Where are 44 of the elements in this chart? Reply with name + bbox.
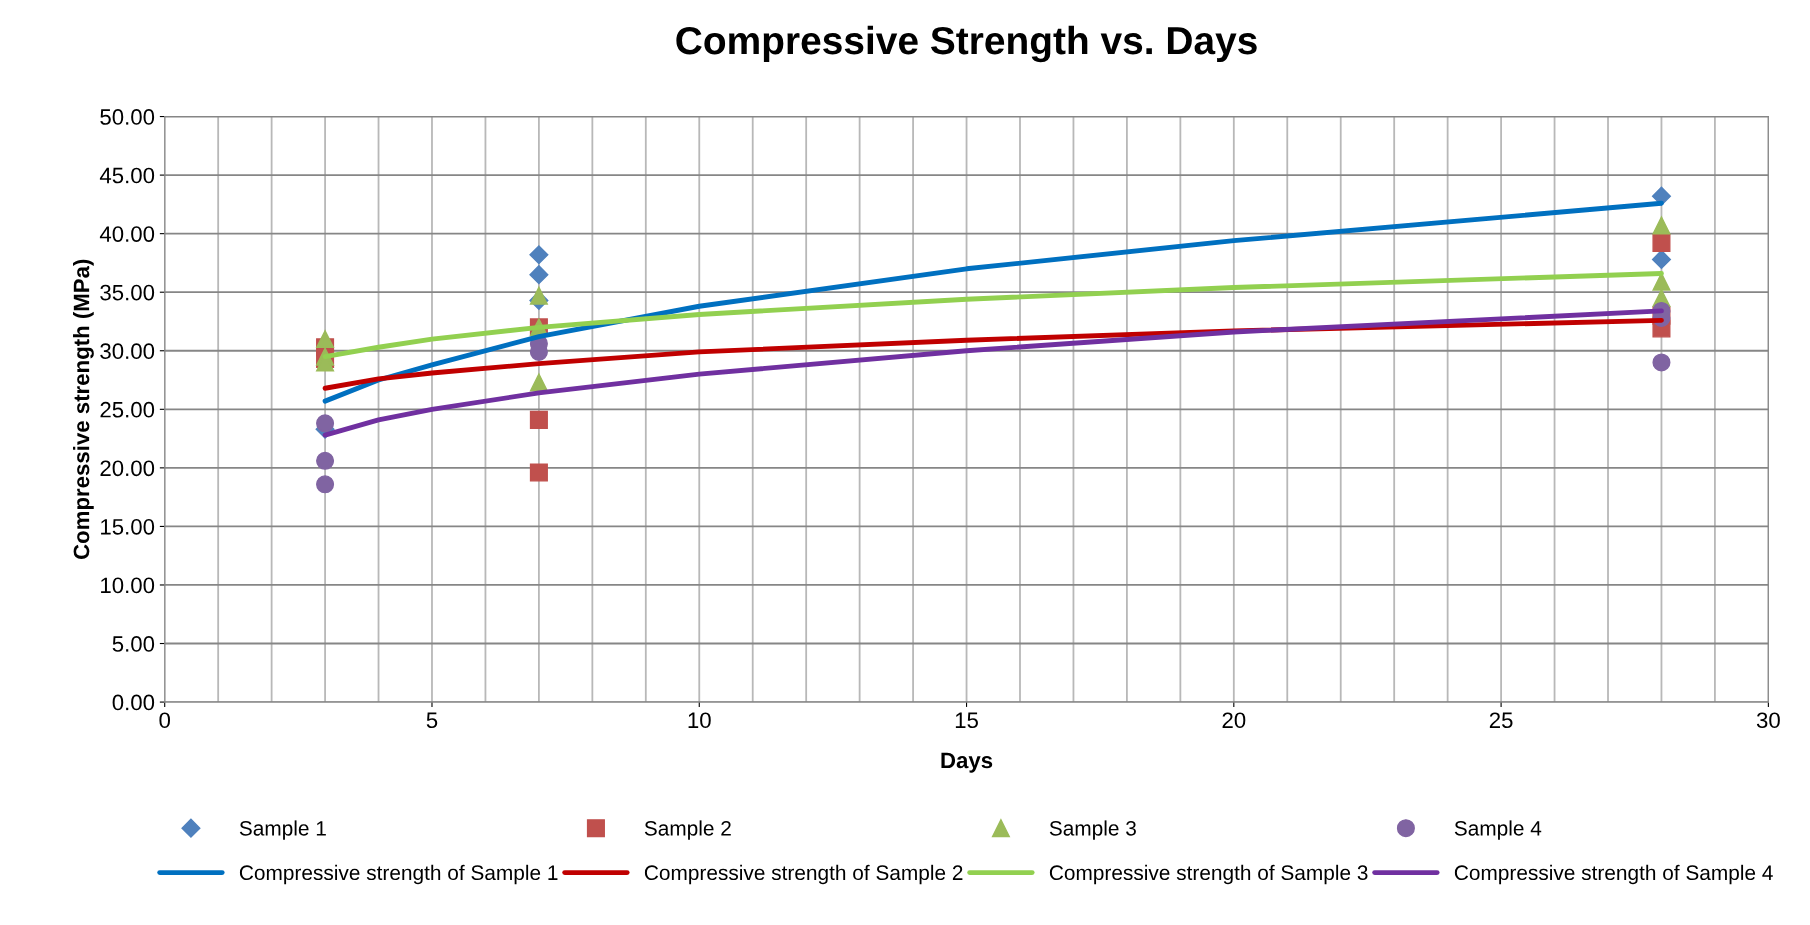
point xyxy=(1652,216,1671,235)
y-tick-label: 10.00 xyxy=(101,577,155,594)
x-tick-label: 10 xyxy=(688,712,711,729)
y-tick-label: 25.00 xyxy=(100,401,155,418)
chart-title: Compressive Strength vs. Days xyxy=(676,25,1257,63)
point xyxy=(1651,186,1671,206)
point xyxy=(529,410,548,429)
x-tick-label: 5 xyxy=(426,712,438,729)
y-tick-label: 30.00 xyxy=(100,343,155,360)
x-tick-label: 0 xyxy=(159,712,171,729)
y-tick-label: 50.00 xyxy=(100,109,155,125)
point xyxy=(1652,233,1671,253)
x-axis-title: Days xyxy=(941,752,993,773)
point xyxy=(1651,249,1671,269)
y-tick-label: 35.00 xyxy=(100,284,155,301)
y-tick-label: 20.00 xyxy=(100,460,155,477)
x-tick-label: 15 xyxy=(955,712,978,729)
point xyxy=(316,451,335,470)
point xyxy=(316,475,335,494)
y-tick-label: 15.00 xyxy=(101,518,155,535)
y-tick-label: 40.00 xyxy=(99,226,155,242)
y-tick-label: 45.00 xyxy=(99,167,155,184)
point xyxy=(529,286,548,305)
point xyxy=(529,373,548,392)
x-tick-label: 20 xyxy=(1222,712,1246,729)
legend-label: Compressive strength of Sample 4 xyxy=(1454,864,1773,885)
point xyxy=(529,245,549,265)
legend-label: Sample 1 xyxy=(239,820,326,840)
x-tick-label: 25 xyxy=(1489,712,1513,729)
x-tick-label: 30 xyxy=(1756,712,1780,729)
legend-label: Compressive strength of Sample 3 xyxy=(1049,864,1368,885)
legend-label: Sample 4 xyxy=(1454,820,1542,840)
legend-label: Sample 3 xyxy=(1049,820,1136,840)
point xyxy=(529,463,548,482)
y-tick-label: 0.00 xyxy=(112,694,155,711)
point xyxy=(316,330,335,349)
legend-label: Compressive strength of Sample 2 xyxy=(644,864,963,885)
y-tick-label: 5.00 xyxy=(112,636,155,652)
legend-label: Compressive strength of Sample 1 xyxy=(239,864,558,885)
y-axis-title: Compressive strength (MPa) xyxy=(73,259,94,560)
point xyxy=(1652,353,1671,372)
point xyxy=(529,265,549,285)
point xyxy=(316,414,335,433)
legend-label: Sample 2 xyxy=(644,820,731,840)
